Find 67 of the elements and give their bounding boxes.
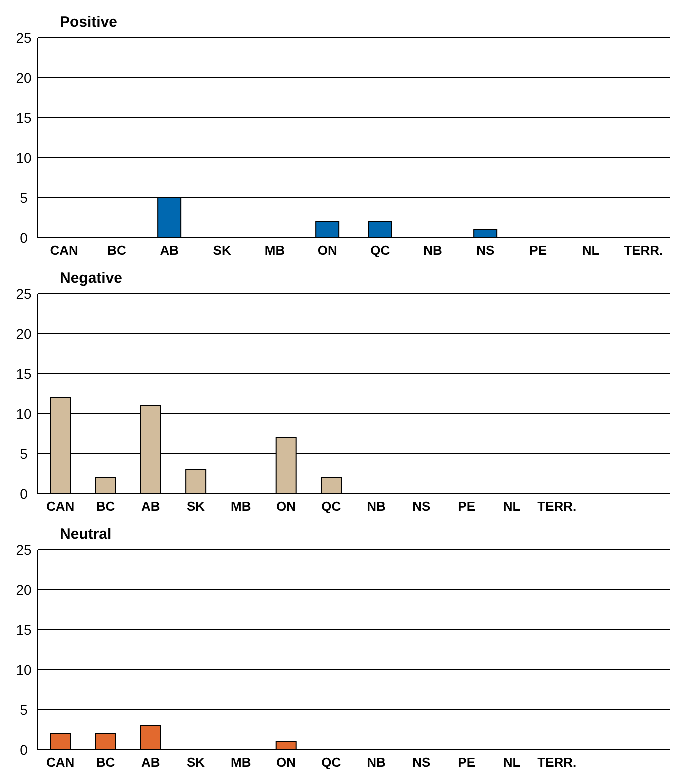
bar: [95, 478, 116, 494]
y-tick-label: 20: [16, 582, 32, 598]
x-tick-label: AB: [141, 499, 160, 514]
x-tick-label: SK: [213, 243, 232, 258]
x-tick-label: ON: [276, 499, 296, 514]
y-tick-label: 10: [16, 406, 32, 422]
bar: [186, 470, 207, 494]
x-tick-label: NS: [476, 243, 496, 258]
bar: [95, 734, 116, 750]
x-tick-label: AB: [160, 243, 180, 258]
x-tick-label: NS: [412, 755, 432, 770]
x-tick-label: PE: [458, 499, 476, 514]
y-tick-label: 25: [16, 286, 32, 302]
bar: [316, 222, 340, 238]
y-tick-label: 5: [20, 190, 28, 206]
x-tick-label: NL: [503, 499, 521, 514]
bar: [276, 742, 297, 750]
bar: [368, 222, 392, 238]
y-tick-label: 5: [20, 446, 28, 462]
y-tick-label: 15: [16, 110, 32, 126]
bar: [50, 734, 72, 750]
bar: [474, 230, 498, 238]
x-tick-label: MB: [231, 499, 252, 514]
y-tick-label: 15: [16, 366, 32, 382]
chart-title: Positive: [60, 14, 118, 31]
x-tick-label: QC: [322, 499, 342, 514]
y-tick-label: 20: [16, 70, 32, 86]
x-tick-label: BC: [96, 499, 116, 514]
x-tick-label: QC: [370, 243, 391, 258]
x-tick-label: NB: [424, 243, 442, 258]
x-tick-label: NL: [582, 243, 600, 258]
y-tick-label: 25: [16, 30, 32, 46]
y-tick-label: 0: [20, 486, 28, 502]
chart-title: Negative: [60, 270, 123, 287]
x-tick-label: NB: [367, 755, 386, 770]
x-tick-label: PE: [530, 243, 548, 258]
x-tick-label: QC: [322, 755, 342, 770]
x-tick-label: NB: [367, 499, 386, 514]
y-tick-label: 20: [16, 326, 32, 342]
x-tick-label: CAN: [50, 243, 78, 258]
x-tick-label: MB: [264, 243, 286, 258]
y-tick-label: 15: [16, 622, 32, 638]
x-tick-label: CAN: [46, 499, 75, 514]
x-tick-label: TERR.: [538, 755, 577, 770]
x-tick-label: TERR.: [624, 243, 664, 258]
x-tick-label: ON: [276, 755, 296, 770]
y-tick-label: 0: [20, 230, 28, 246]
x-tick-label: CAN: [46, 755, 75, 770]
x-tick-label: SK: [186, 755, 206, 770]
x-tick-label: TERR.: [538, 499, 577, 514]
x-tick-label: NS: [412, 499, 432, 514]
y-tick-label: 5: [20, 702, 28, 718]
x-tick-label: AB: [141, 755, 160, 770]
bar: [140, 726, 162, 750]
x-tick-label: SK: [186, 499, 206, 514]
y-tick-label: 0: [20, 742, 28, 758]
y-tick-label: 25: [16, 542, 32, 558]
x-tick-label: PE: [458, 755, 476, 770]
x-tick-label: MB: [231, 755, 252, 770]
y-tick-label: 10: [16, 662, 32, 678]
x-tick-label: BC: [96, 755, 116, 770]
chart-title: Neutral: [60, 526, 112, 543]
y-tick-label: 10: [16, 150, 32, 166]
x-tick-label: NL: [503, 755, 521, 770]
x-tick-label: BC: [108, 243, 127, 258]
x-tick-label: ON: [318, 243, 338, 258]
bar: [320, 478, 342, 494]
